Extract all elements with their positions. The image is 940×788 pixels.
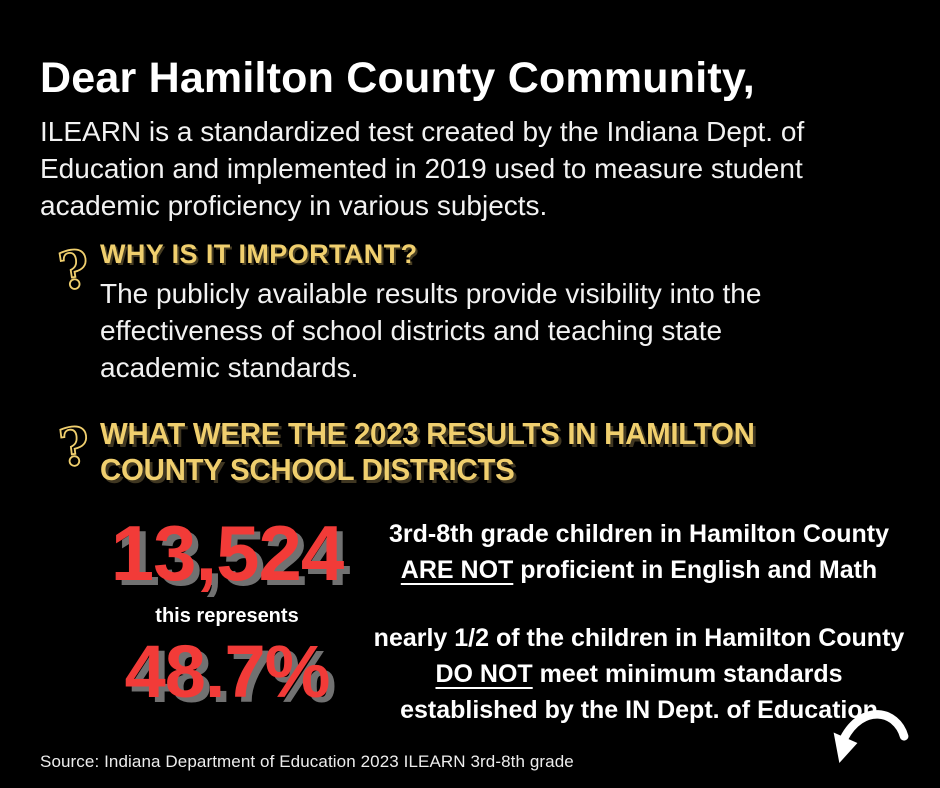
- intro-line: Education and implemented in 2019 used t…: [40, 153, 803, 185]
- stat-count-value: 13,524: [110, 509, 345, 598]
- intro-line: ILEARN is a standardized test created by…: [40, 116, 805, 148]
- stat-represents-label: this represents: [155, 605, 299, 628]
- svg-text:?: ?: [54, 242, 94, 303]
- section-results-heading-line: COUNTY SCHOOL DISTRICTS: [100, 452, 515, 488]
- section-why-content: WHY IS IT IMPORTANT? The publicly availa…: [100, 239, 761, 386]
- section-why-heading: WHY IS IT IMPORTANT?: [100, 239, 418, 270]
- section-2023-results: ? WHAT WERE THE 2023 RESULTS IN HAMILTON…: [40, 416, 920, 488]
- stats-numbers-column: 13,524 this represents 48.7%: [102, 514, 352, 728]
- intro-paragraph: ILEARN is a standardized test created by…: [40, 113, 920, 224]
- page-title: Dear Hamilton County Community,: [40, 54, 755, 102]
- stats-captions-column: 3rd-8th grade children in Hamilton Count…: [352, 514, 920, 728]
- question-mark-icon: ?: [40, 239, 100, 308]
- section-results-content: WHAT WERE THE 2023 RESULTS IN HAMILTON C…: [100, 416, 789, 488]
- section-why-important: ? WHY IS IT IMPORTANT? The publicly avai…: [40, 239, 920, 386]
- section-why-body-line: The publicly available results provide v…: [100, 278, 762, 310]
- stat-percent-value: 48.7%: [124, 630, 331, 714]
- section-results-heading-line: WHAT WERE THE 2023 RESULTS IN HAMILTON: [100, 416, 755, 452]
- source-attribution: Source: Indiana Department of Education …: [40, 752, 574, 771]
- infographic: Dear Hamilton County Community, ILEARN i…: [40, 54, 920, 728]
- intro-line: academic proficiency in various subjects…: [40, 190, 548, 222]
- stat-count-caption-emphasis: ARE NOT: [400, 556, 514, 585]
- stat-percent-caption-line3: established by the IN Dept. of Education: [400, 696, 878, 725]
- stat-percent-caption: nearly 1/2 of the children in Hamilton C…: [358, 620, 920, 728]
- stat-count-caption-line1: 3rd-8th grade children in Hamilton Count…: [388, 520, 890, 549]
- svg-text:?: ?: [56, 419, 94, 480]
- section-why-body-line: effectiveness of school districts and te…: [100, 315, 723, 347]
- stat-count-caption-rest: proficient in English and Math: [513, 556, 878, 585]
- section-why-body-line: academic standards.: [100, 352, 359, 384]
- question-mark-icon: ?: [40, 416, 100, 485]
- stat-count-caption: 3rd-8th grade children in Hamilton Count…: [358, 516, 920, 588]
- stat-percent-caption-line1: nearly 1/2 of the children in Hamilton C…: [373, 624, 905, 653]
- stats-row: 13,524 this represents 48.7% 3rd-8th gra…: [40, 514, 920, 728]
- curved-arrow-icon: [818, 702, 914, 782]
- stat-percent-caption-emphasis: DO NOT: [435, 660, 533, 689]
- stat-percent-caption-rest: meet minimum standards: [532, 660, 843, 689]
